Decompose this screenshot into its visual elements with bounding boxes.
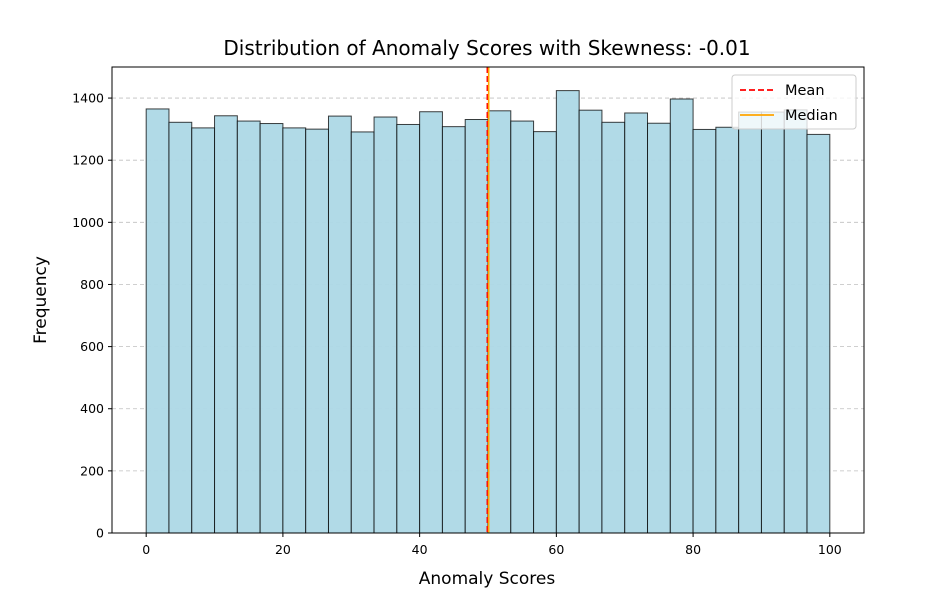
x-tick-label: 60 bbox=[548, 542, 564, 557]
histogram-bar bbox=[715, 126, 740, 534]
histogram-bar bbox=[350, 131, 375, 534]
histogram-bar bbox=[760, 111, 785, 534]
y-tick-label: 600 bbox=[80, 339, 104, 354]
x-axis-title: Anomaly Scores bbox=[419, 569, 556, 589]
y-axis-title: Frequency bbox=[31, 256, 51, 344]
x-axis-ticks: 0 20 40 60 80 100 bbox=[142, 533, 842, 557]
y-tick-label: 400 bbox=[80, 401, 104, 416]
histogram-bar bbox=[282, 127, 307, 534]
histogram-bar bbox=[373, 116, 398, 534]
histogram-bar bbox=[236, 120, 261, 534]
y-tick-label: 1000 bbox=[72, 215, 104, 230]
histogram-bar bbox=[601, 121, 626, 534]
y-tick-label: 200 bbox=[80, 463, 104, 478]
histogram-bar bbox=[647, 122, 671, 534]
histogram-bar bbox=[168, 121, 193, 534]
x-tick-label: 20 bbox=[275, 542, 291, 557]
histogram-bar bbox=[305, 128, 329, 534]
legend: Mean Median bbox=[731, 74, 857, 130]
y-axis-ticks: 0 200 400 600 800 1000 1200 1400 bbox=[72, 91, 112, 541]
x-tick-label: 0 bbox=[142, 542, 150, 557]
y-tick-label: 1200 bbox=[72, 153, 104, 168]
x-tick-label: 40 bbox=[412, 542, 428, 557]
histogram-bar bbox=[487, 110, 512, 534]
histogram-bar bbox=[327, 115, 352, 534]
y-tick-label: 0 bbox=[96, 526, 104, 541]
histogram-bar bbox=[145, 108, 170, 534]
legend-label-mean: Mean bbox=[785, 83, 825, 99]
histogram-bar bbox=[692, 128, 717, 534]
histogram-bar bbox=[783, 109, 808, 534]
histogram-bar bbox=[396, 123, 421, 534]
histogram-bar bbox=[510, 120, 535, 534]
histogram-bar bbox=[259, 123, 284, 534]
histogram-bar bbox=[578, 109, 603, 534]
legend-label-median: Median bbox=[785, 108, 838, 124]
histogram-bars bbox=[145, 90, 831, 534]
histogram-bar bbox=[441, 126, 466, 534]
histogram-bar bbox=[624, 112, 649, 534]
y-tick-label: 1400 bbox=[72, 91, 104, 106]
histogram-bar bbox=[806, 133, 831, 534]
histogram-bar bbox=[419, 111, 443, 534]
histogram-bar bbox=[533, 131, 557, 534]
chart-title: Distribution of Anomaly Scores with Skew… bbox=[223, 36, 750, 60]
x-tick-label: 100 bbox=[818, 542, 842, 557]
plot-frame bbox=[111, 66, 865, 534]
histogram-bar bbox=[738, 111, 762, 534]
histogram-bar bbox=[191, 127, 216, 534]
histogram-bar bbox=[669, 98, 694, 534]
histogram-bar bbox=[555, 90, 580, 534]
x-tick-label: 80 bbox=[685, 542, 701, 557]
histogram-bar bbox=[464, 119, 489, 534]
histogram-bar bbox=[214, 115, 238, 534]
y-tick-label: 800 bbox=[80, 277, 104, 292]
reference-lines bbox=[486, 67, 490, 533]
